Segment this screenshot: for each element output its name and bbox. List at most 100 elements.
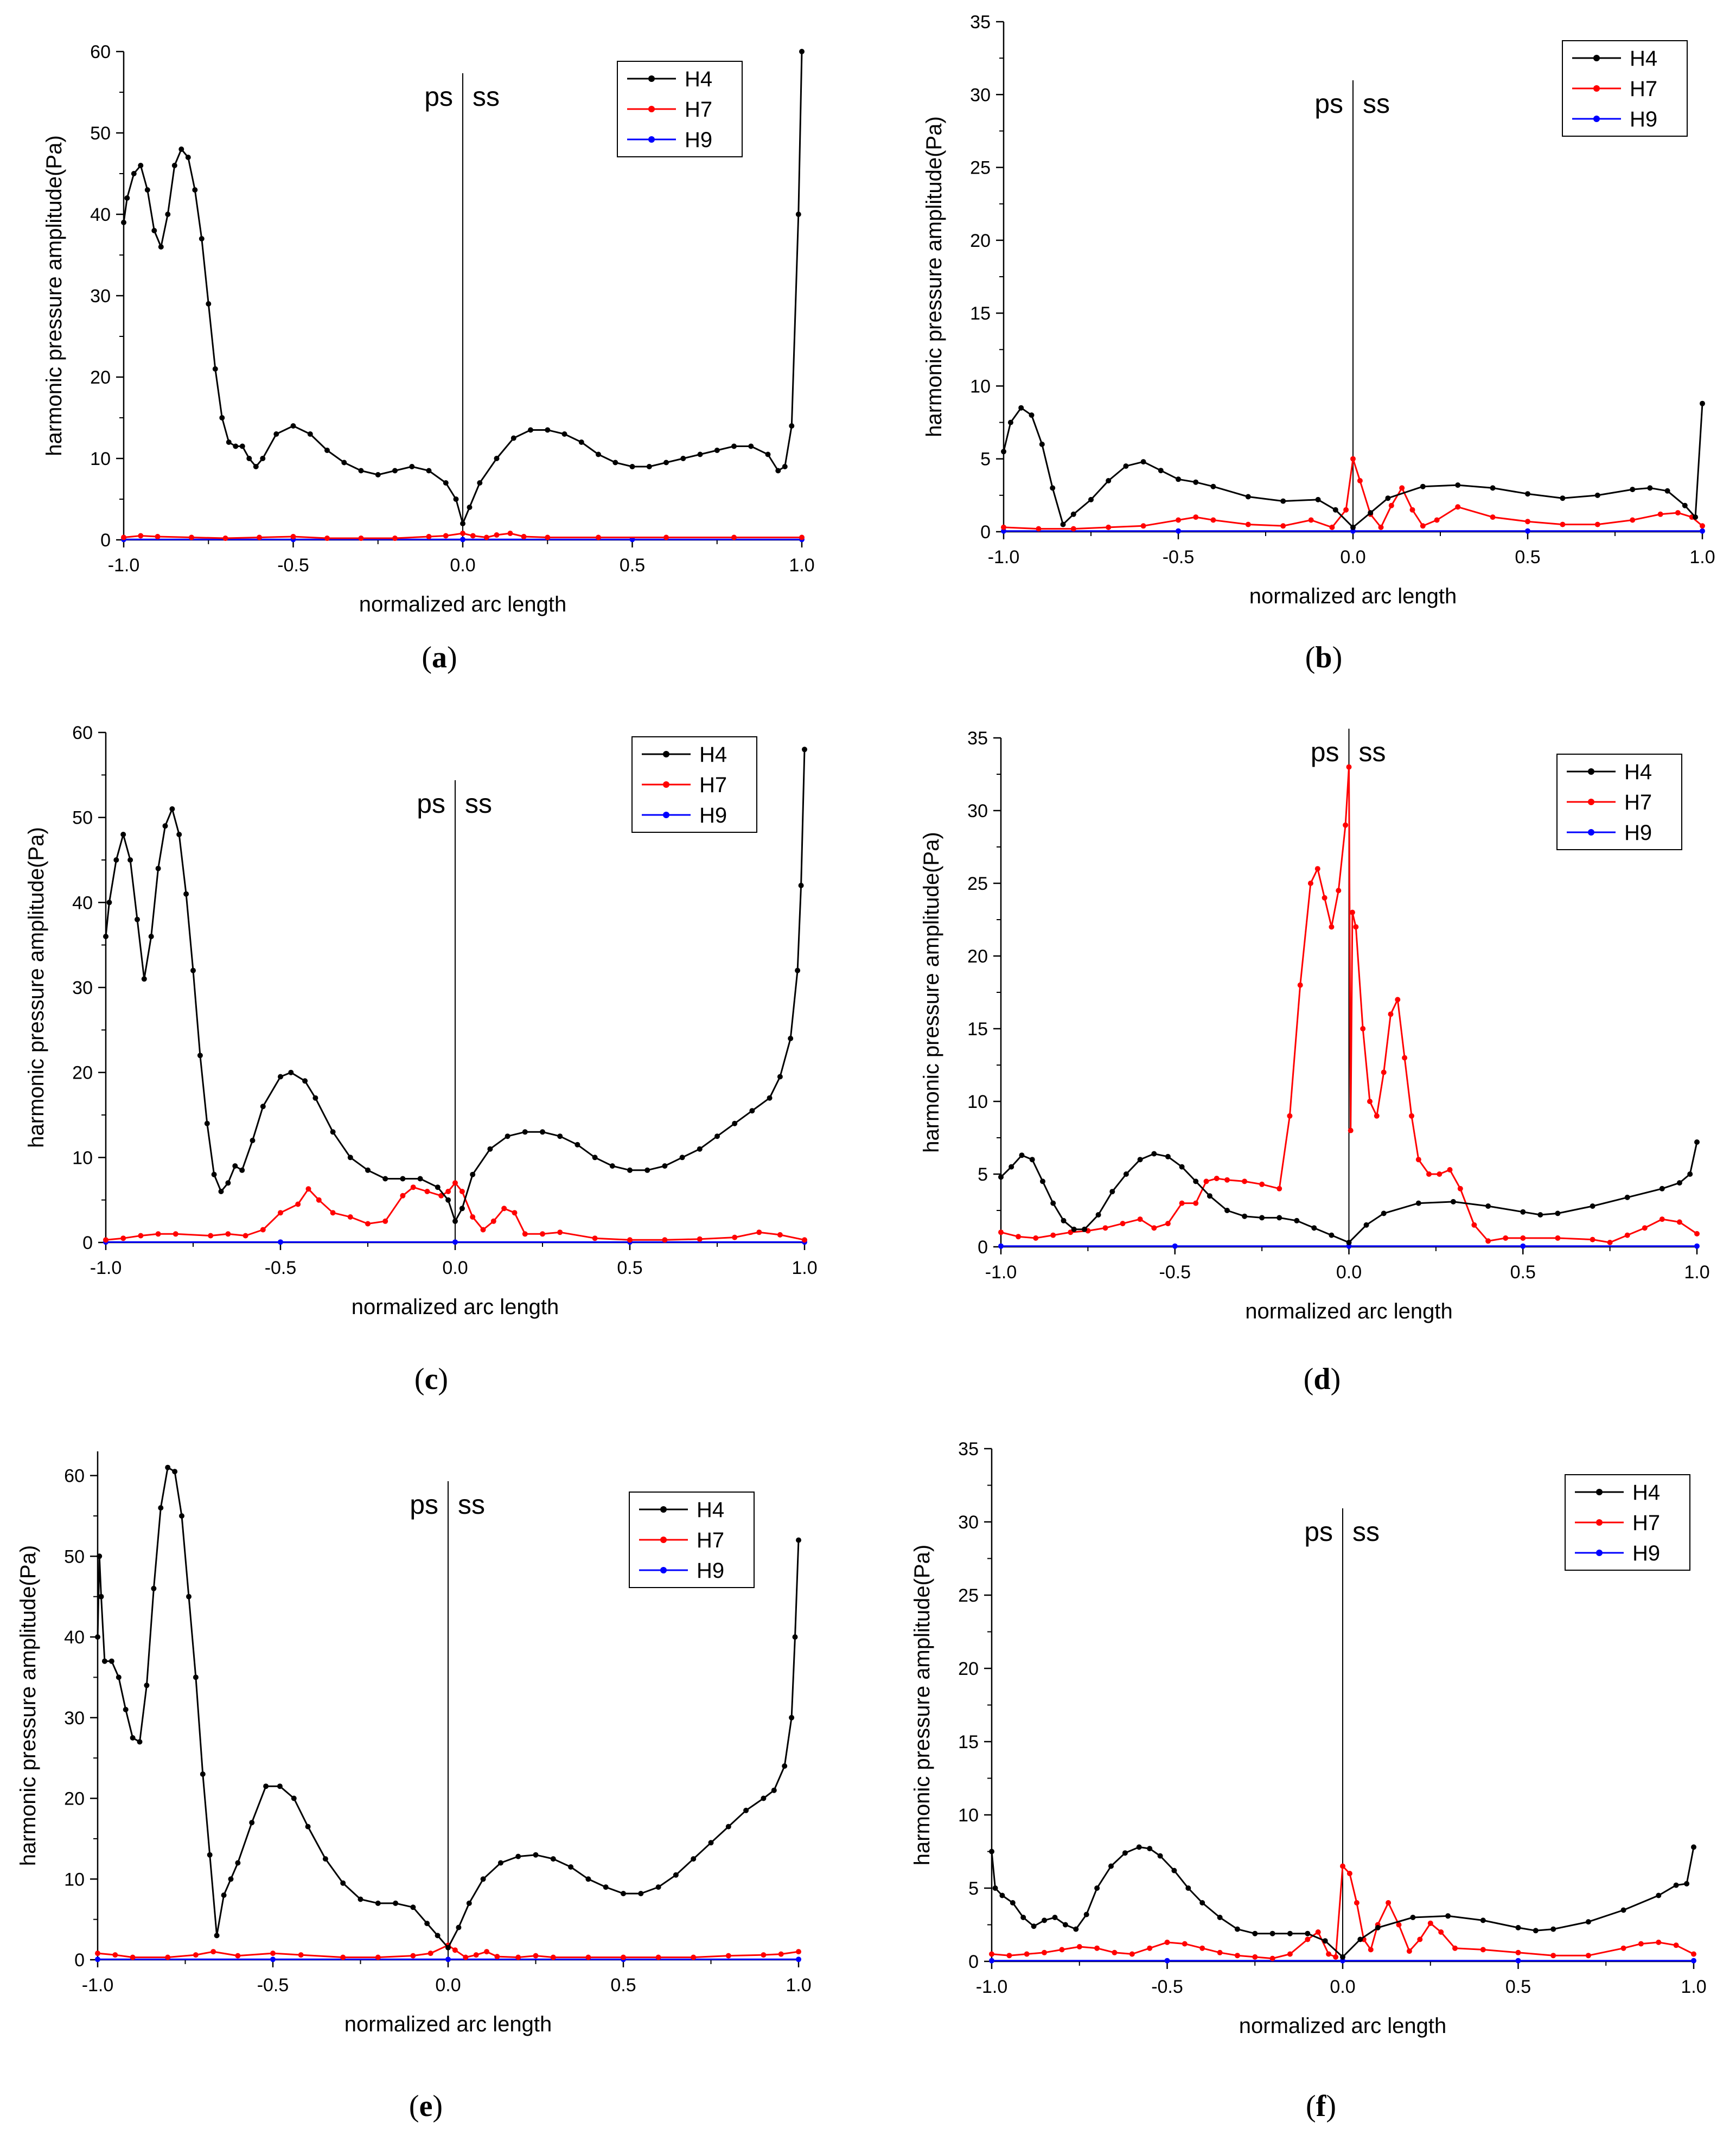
data-point-h4 — [1630, 487, 1636, 493]
data-point-h4 — [561, 431, 567, 437]
y-axis-title: harmonic pressure amplitude(Pa) — [24, 827, 48, 1148]
data-point-h7 — [1164, 1939, 1170, 1945]
data-point-h4 — [179, 1513, 184, 1519]
data-point-h4 — [186, 1594, 192, 1599]
data-point-h7 — [1129, 1951, 1135, 1957]
data-point-h4 — [1088, 496, 1094, 502]
data-point-h7 — [208, 1233, 214, 1239]
y-tick-label: 60 — [72, 723, 93, 743]
data-point-h4 — [1385, 495, 1391, 501]
data-point-h7 — [1042, 1949, 1047, 1955]
data-point-h7 — [120, 1235, 126, 1241]
data-point-h7 — [725, 1953, 731, 1959]
data-point-h4 — [392, 468, 398, 474]
data-point-h4 — [288, 1069, 294, 1075]
data-point-h7 — [225, 1231, 231, 1237]
data-point-h7 — [1199, 1945, 1205, 1951]
data-point-h7 — [1427, 1920, 1433, 1926]
data-point-h4 — [771, 1787, 777, 1793]
data-point-h7 — [796, 1949, 801, 1955]
data-point-h7 — [1490, 514, 1496, 520]
data-point-h4 — [199, 236, 205, 241]
data-point-h7 — [1594, 521, 1600, 527]
data-point-h4 — [121, 220, 126, 225]
series-line-h7 — [105, 1182, 805, 1241]
data-point-h4 — [185, 155, 191, 160]
data-point-h7 — [1314, 866, 1320, 872]
data-point-h7 — [242, 1233, 248, 1239]
data-point-h7 — [1357, 478, 1363, 483]
legend-marker-h4 — [1588, 768, 1594, 775]
data-point-h7 — [1329, 924, 1335, 930]
data-point-h7 — [1280, 523, 1286, 529]
data-point-h7 — [1120, 1221, 1126, 1227]
legend-label-h4: H4 — [1630, 47, 1657, 71]
data-point-h4 — [743, 1807, 749, 1813]
data-point-h4 — [108, 1658, 114, 1664]
x-axis-title: normalized arc length — [352, 1295, 559, 1319]
data-point-h4 — [1052, 1915, 1058, 1920]
data-point-h4 — [1193, 479, 1199, 485]
data-point-h4 — [1315, 496, 1321, 502]
data-point-h4 — [358, 1896, 363, 1902]
data-point-h4 — [435, 1184, 441, 1190]
data-point-h7 — [316, 1197, 322, 1203]
x-tick-label: 0.5 — [1515, 547, 1540, 568]
data-point-h7 — [1308, 517, 1314, 523]
data-point-h7 — [1350, 456, 1356, 462]
data-point-h7 — [1050, 1232, 1056, 1238]
data-point-h7 — [1336, 888, 1342, 894]
data-point-h4 — [1039, 441, 1045, 447]
data-point-h4 — [1019, 1152, 1025, 1158]
ps-label: ps — [1314, 88, 1343, 119]
data-point-h4 — [1073, 1926, 1079, 1932]
data-point-h7 — [1378, 524, 1384, 530]
data-point-h7 — [1455, 504, 1461, 510]
data-point-h4 — [98, 1594, 104, 1599]
x-tick-label: 0.0 — [1330, 1977, 1355, 1997]
y-tick-label: 30 — [90, 286, 111, 307]
data-point-h4 — [138, 163, 144, 168]
data-point-h7 — [295, 1201, 301, 1207]
data-point-h4 — [1070, 511, 1076, 517]
y-tick-label: 10 — [958, 1805, 979, 1826]
data-point-h4 — [1277, 1215, 1282, 1221]
data-point-h4 — [445, 1197, 451, 1203]
data-point-h7 — [138, 1233, 144, 1239]
data-point-h4 — [460, 521, 465, 526]
y-tick-label: 25 — [970, 158, 991, 179]
data-point-h4 — [347, 1155, 353, 1161]
data-point-h4 — [494, 456, 500, 461]
data-point-h7 — [1322, 895, 1327, 901]
data-point-h4 — [1029, 412, 1035, 418]
data-point-h4 — [197, 1053, 203, 1059]
data-point-h4 — [732, 1120, 738, 1126]
data-point-h7 — [1210, 517, 1216, 523]
data-point-h7 — [445, 1189, 451, 1194]
data-point-h4 — [228, 1876, 234, 1882]
data-point-h7 — [1471, 1222, 1477, 1228]
legend-label-h7: H7 — [1624, 791, 1652, 814]
data-point-h4 — [1007, 419, 1013, 425]
series-line-h7 — [991, 1865, 1694, 1960]
y-tick-label: 40 — [64, 1627, 85, 1648]
data-point-h4 — [1140, 459, 1146, 465]
data-point-h7 — [1217, 1949, 1223, 1955]
data-point-h4 — [1060, 521, 1066, 527]
data-point-h4 — [708, 1840, 714, 1846]
data-point-h7 — [522, 1231, 528, 1237]
data-point-h7 — [1360, 1026, 1366, 1031]
data-point-h4 — [324, 448, 330, 453]
x-tick-label: 0.0 — [1340, 547, 1365, 568]
data-point-h7 — [1036, 526, 1042, 532]
data-point-h7 — [1415, 1157, 1421, 1163]
data-point-h4 — [1040, 1178, 1045, 1184]
x-tick-label: 1.0 — [1689, 547, 1715, 568]
data-point-h4 — [1179, 1164, 1185, 1170]
data-point-h7 — [1420, 523, 1426, 529]
data-point-h4 — [540, 1129, 545, 1135]
data-point-h7 — [358, 536, 364, 541]
data-point-h4 — [777, 1074, 783, 1080]
data-point-h7 — [1607, 1240, 1613, 1245]
data-point-h4 — [1357, 1936, 1363, 1942]
